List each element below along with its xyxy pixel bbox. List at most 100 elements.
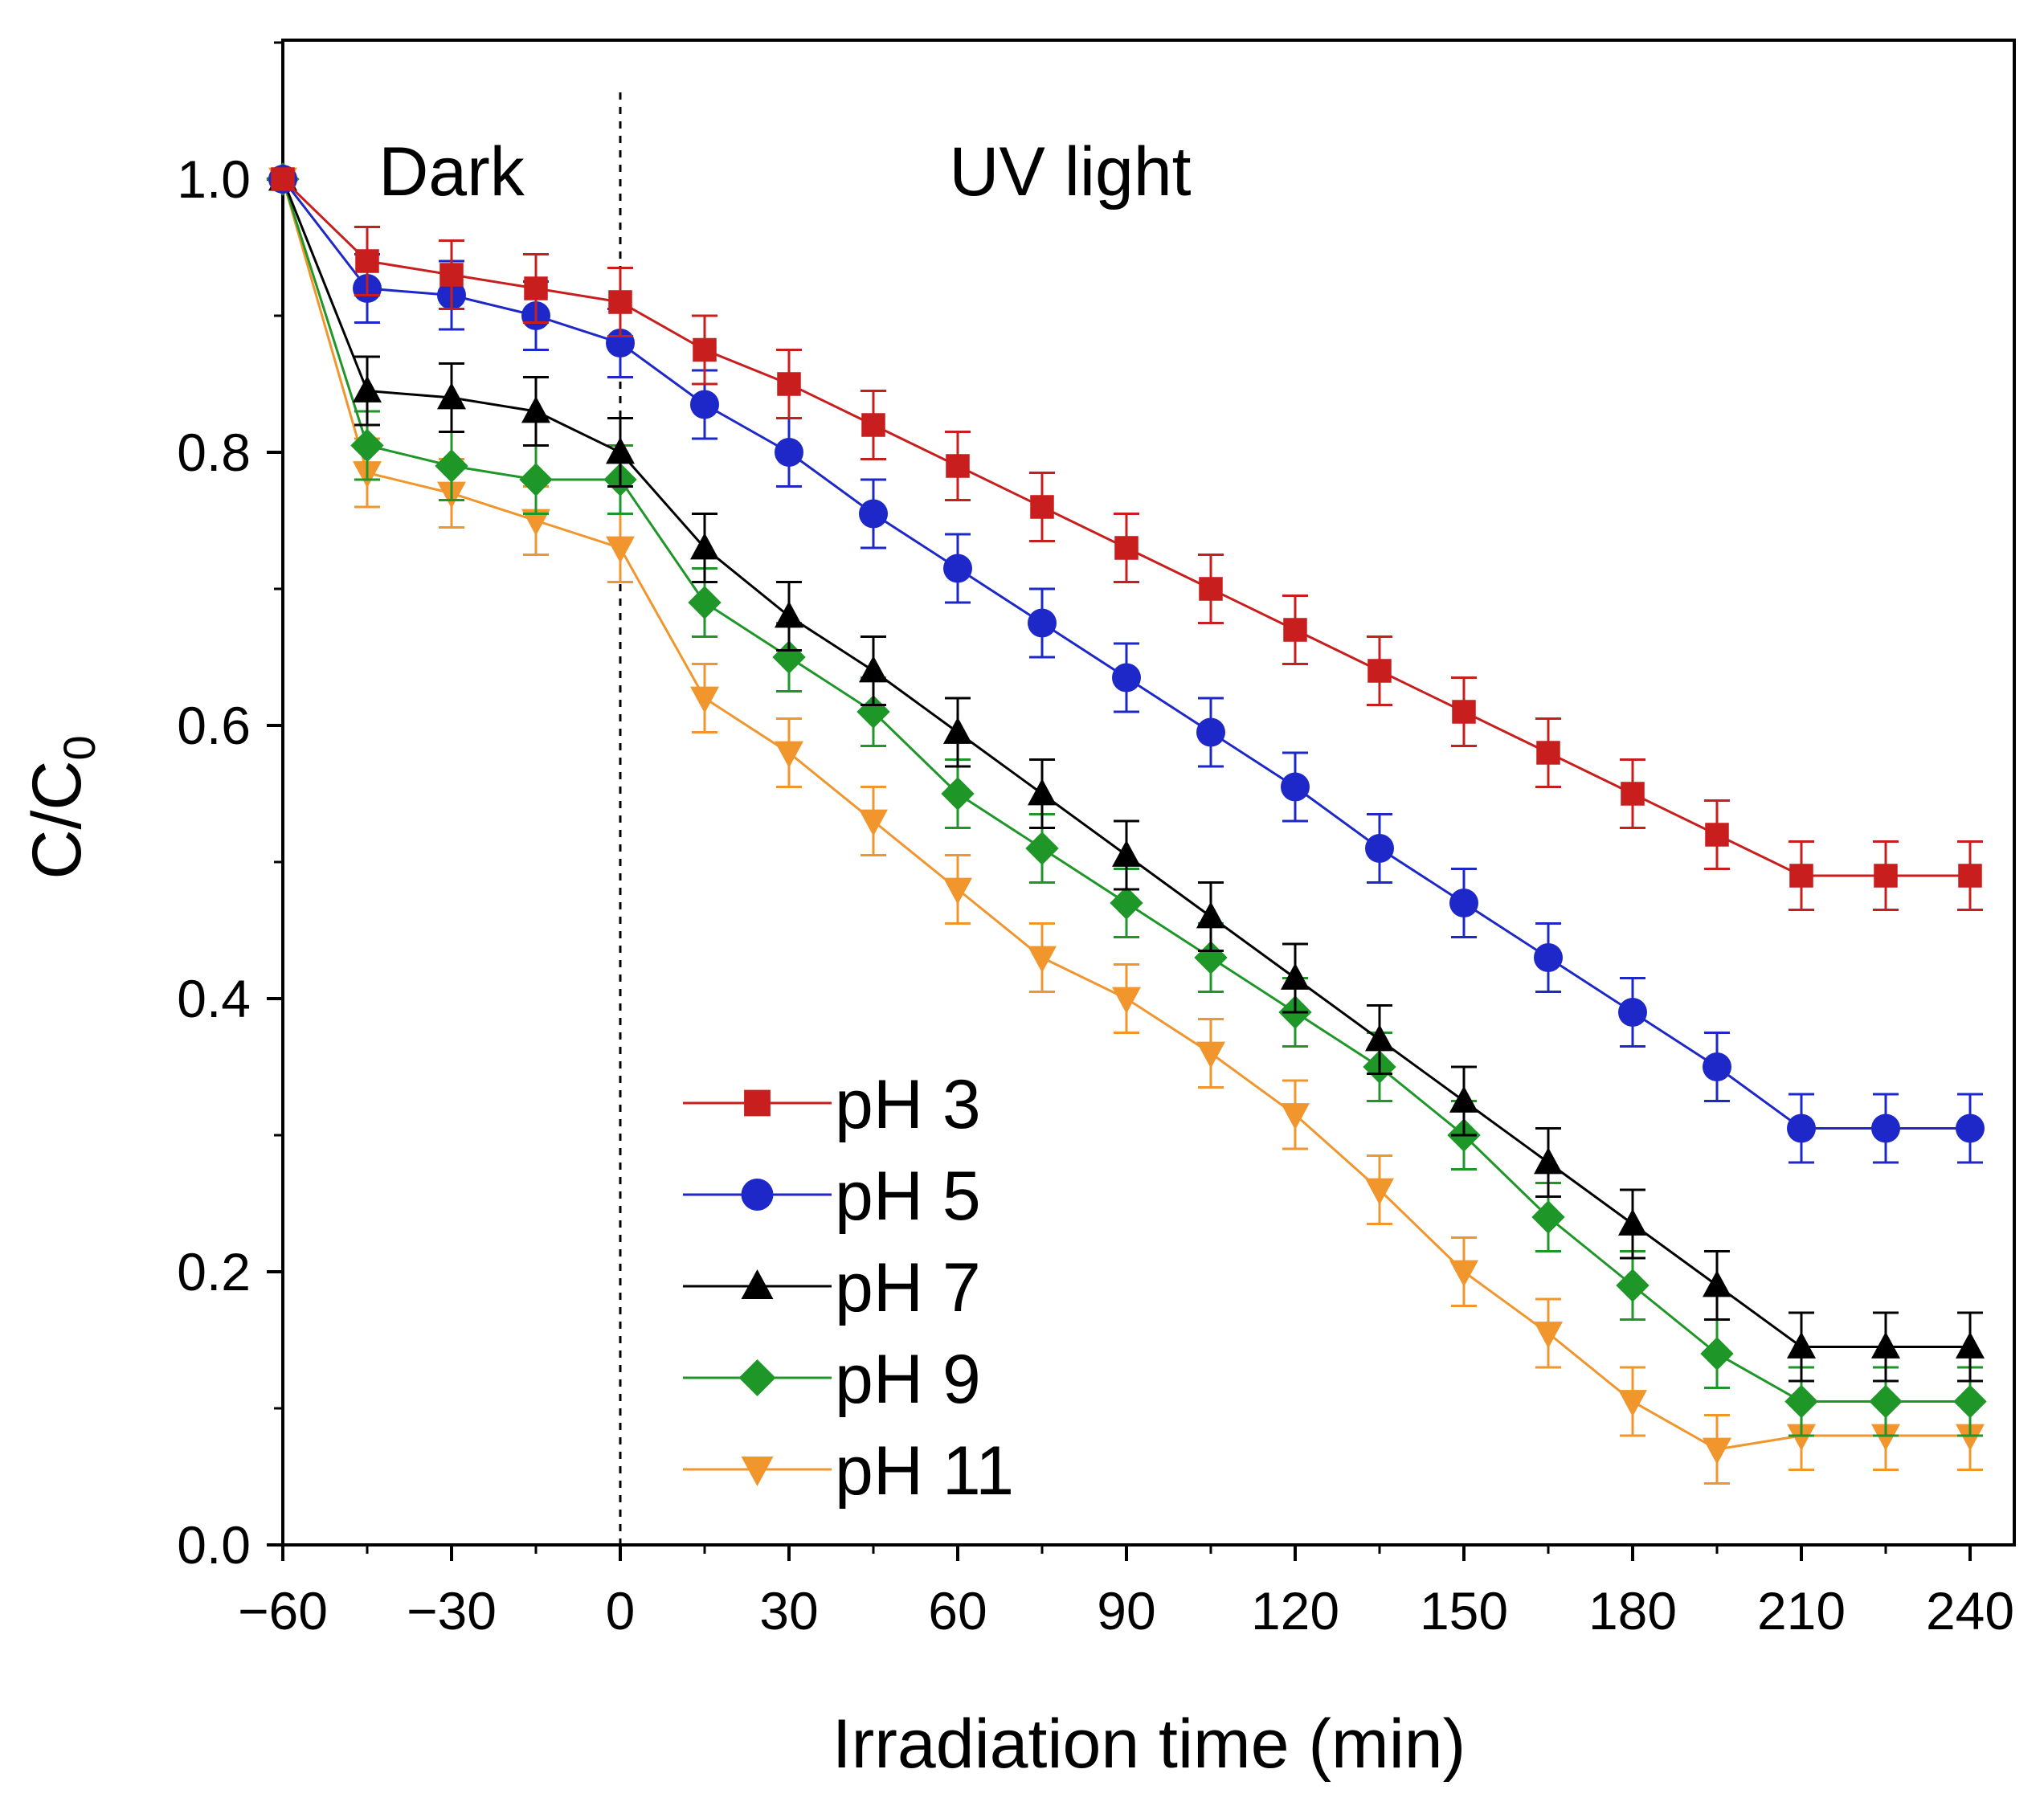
data-point xyxy=(943,554,972,583)
data-point xyxy=(350,428,384,463)
data-point xyxy=(519,463,553,496)
data-point xyxy=(1449,1085,1478,1113)
x-tick-label: 30 xyxy=(759,1581,818,1641)
x-axis-title: Irradiation time (min) xyxy=(832,1706,1466,1783)
data-point xyxy=(1784,1384,1818,1419)
data-point xyxy=(271,167,295,191)
data-point xyxy=(690,686,719,713)
data-point xyxy=(1956,1424,1985,1451)
uv-light-region-label: UV light xyxy=(949,133,1191,210)
data-point xyxy=(1534,1322,1563,1349)
data-point xyxy=(1700,1337,1734,1371)
series-ph-9 xyxy=(266,162,1987,1437)
x-tick-label: 210 xyxy=(1757,1581,1846,1641)
data-point xyxy=(606,536,635,563)
legend-item: pH 7 xyxy=(683,1249,981,1326)
data-point xyxy=(1028,608,1057,638)
data-point xyxy=(859,656,888,683)
data-point xyxy=(1787,1424,1816,1451)
data-point xyxy=(1956,1331,1985,1359)
data-point xyxy=(1534,1147,1563,1175)
legend-item: pH 9 xyxy=(683,1341,981,1418)
data-point xyxy=(1705,823,1729,847)
data-point xyxy=(1365,1024,1394,1052)
x-tick-label: −60 xyxy=(238,1581,328,1641)
y-tick-label: 0.0 xyxy=(177,1515,251,1575)
data-point xyxy=(690,390,719,419)
data-point xyxy=(775,741,803,768)
data-point xyxy=(1367,659,1392,683)
data-point xyxy=(1110,886,1143,920)
data-point xyxy=(856,695,890,729)
data-point xyxy=(1112,987,1141,1014)
legend-item: pH 3 xyxy=(683,1066,981,1143)
data-point xyxy=(1025,831,1059,865)
data-point xyxy=(435,449,468,483)
data-point xyxy=(1618,1390,1647,1417)
legend-label: pH 7 xyxy=(835,1249,981,1326)
x-tick-label: 0 xyxy=(606,1581,636,1641)
legend-label: pH 5 xyxy=(835,1158,981,1235)
series-ph-11 xyxy=(268,167,1985,1485)
data-point xyxy=(1703,1270,1731,1297)
data-point xyxy=(1871,1424,1900,1451)
dark-region-label: Dark xyxy=(378,133,525,210)
data-point xyxy=(1283,618,1307,642)
x-tick-label: 60 xyxy=(928,1581,987,1641)
data-point xyxy=(1703,1437,1731,1465)
data-point xyxy=(1112,663,1141,693)
data-point xyxy=(1365,1178,1394,1205)
data-point xyxy=(1194,941,1228,975)
data-point xyxy=(1534,943,1563,972)
data-point xyxy=(1787,1331,1816,1359)
data-point xyxy=(606,437,635,464)
data-point xyxy=(772,640,806,674)
data-point xyxy=(1452,700,1476,724)
data-point xyxy=(943,717,972,744)
x-tick-label: 180 xyxy=(1588,1581,1677,1641)
data-point xyxy=(1281,772,1310,802)
data-point xyxy=(1028,946,1057,973)
legend-marker xyxy=(741,1457,774,1486)
data-point xyxy=(1871,1331,1900,1359)
data-point xyxy=(1536,741,1560,765)
data-point xyxy=(941,777,975,811)
data-point xyxy=(1874,864,1898,888)
data-point xyxy=(1281,1103,1310,1130)
x-tick-label: 120 xyxy=(1251,1581,1339,1641)
data-point xyxy=(353,375,382,402)
y-tick-label: 0.6 xyxy=(177,696,251,755)
data-point xyxy=(859,499,888,529)
axes-layer: −60 −30 0 30 60 90 120 150 180 210 240 0.0 0.2 0.4 0.6… xyxy=(177,41,2014,1641)
data-point xyxy=(690,533,719,560)
data-point xyxy=(1196,901,1225,929)
data-point xyxy=(1789,864,1813,888)
data-point xyxy=(1196,1041,1225,1068)
x-tick-label: −30 xyxy=(407,1581,497,1641)
legend-item: pH 11 xyxy=(683,1432,1014,1510)
x-tick-label: 240 xyxy=(1926,1581,2014,1641)
data-point xyxy=(1114,536,1139,560)
legend: pH 3 pH 5 pH 7 pH 9 pH 11 xyxy=(683,1066,1014,1510)
data-point xyxy=(1616,1269,1650,1302)
legend-label: pH 9 xyxy=(835,1341,981,1418)
data-point xyxy=(1703,1052,1731,1081)
data-point xyxy=(439,263,464,287)
data-point xyxy=(1621,782,1645,806)
data-point xyxy=(775,438,803,467)
data-point xyxy=(1618,1208,1647,1236)
data-point xyxy=(1196,717,1225,747)
data-point xyxy=(1199,577,1223,601)
data-point xyxy=(521,509,550,536)
data-point xyxy=(1028,778,1057,806)
y-axis-title: C/C0 xyxy=(18,735,104,879)
series-ph-7 xyxy=(268,164,1985,1383)
series-line xyxy=(281,178,1970,1348)
y-tick-label: 0.4 xyxy=(177,969,251,1028)
data-point xyxy=(1953,1384,1987,1419)
data-point xyxy=(1281,962,1310,990)
data-point xyxy=(946,454,970,478)
data-point xyxy=(943,877,972,905)
plot-frame xyxy=(281,39,2016,1547)
